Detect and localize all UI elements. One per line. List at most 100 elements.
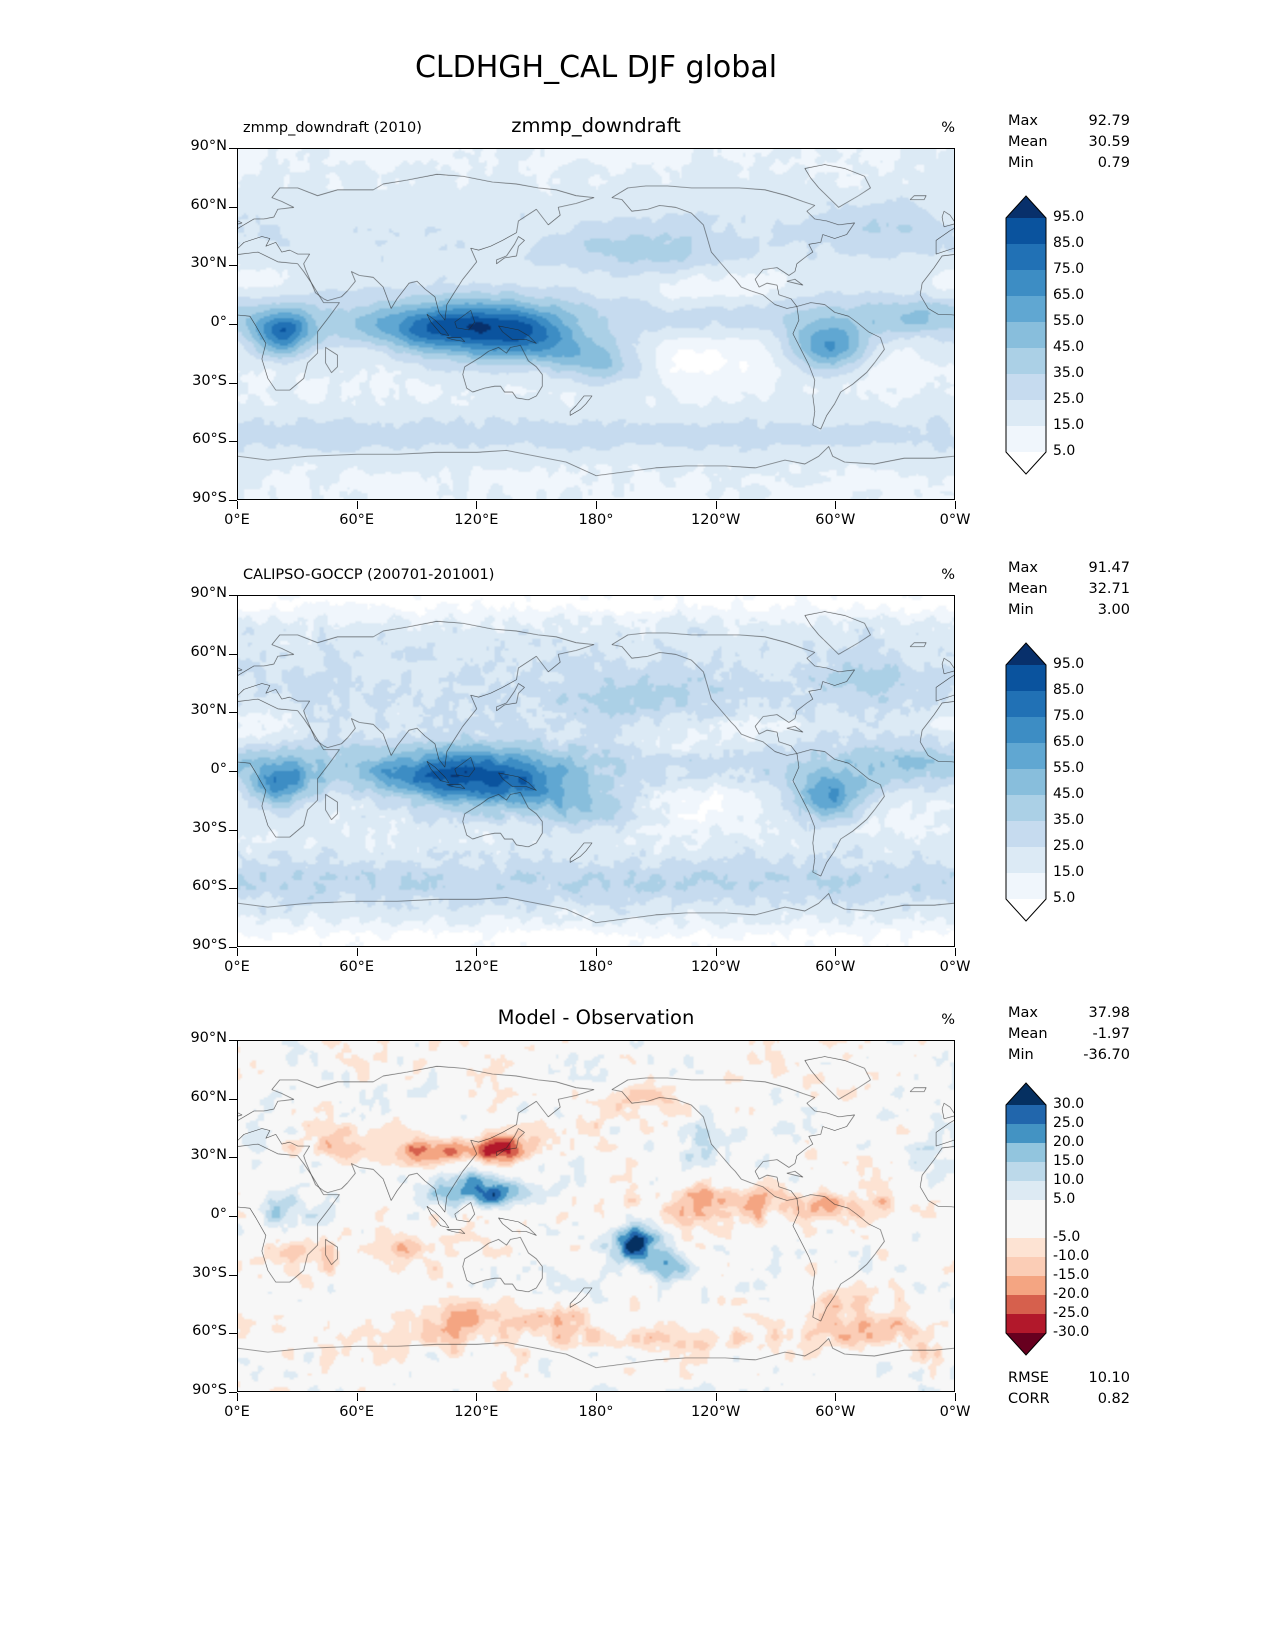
- y-axis-tick-label: 60°N: [190, 1088, 227, 1105]
- map-canvas-difference: [238, 1041, 954, 1391]
- y-axis-tick-mark: [229, 888, 237, 890]
- colorbar-extend-min: [1006, 899, 1046, 921]
- stat-value: -1.97: [1092, 1026, 1130, 1042]
- colorbar-cell: [1006, 1200, 1046, 1238]
- colorbar-cell: [1006, 1295, 1046, 1314]
- x-axis-tick-label: 0°W: [939, 512, 971, 528]
- colorbar-tick-label: 85.0: [1053, 682, 1085, 698]
- colorbar-tick-label: -5.0: [1053, 1229, 1081, 1245]
- colorbar-cell: [1006, 296, 1046, 322]
- stat-label: Min: [1008, 602, 1034, 618]
- units-label: %: [941, 1012, 955, 1028]
- colorbar-cell: [1006, 691, 1046, 717]
- stat-value: 92.79: [1088, 113, 1130, 129]
- colorbar-extend-min: [1006, 1333, 1046, 1355]
- colorbar-tick-label: 30.0: [1053, 1096, 1085, 1112]
- colorbar-tick-label: 20.0: [1053, 1134, 1085, 1150]
- x-axis-tick-label: 60°E: [339, 959, 375, 975]
- y-axis-tick-mark: [229, 829, 237, 831]
- y-axis-tick-label: 90°S: [192, 937, 227, 953]
- x-axis-tick-mark: [596, 948, 597, 956]
- y-axis-tick-label: 30°N: [190, 255, 227, 272]
- y-axis-tick-mark: [229, 712, 237, 714]
- stat-label: Max: [1008, 113, 1038, 129]
- colorbar-cell: [1006, 873, 1046, 899]
- x-axis-tick-label: 180°: [578, 1404, 614, 1420]
- x-axis-tick-mark: [237, 501, 238, 509]
- colorbar-extend-max: [1006, 1083, 1046, 1105]
- colorbar-cell: [1006, 218, 1046, 244]
- y-axis-tick-mark: [229, 382, 237, 384]
- colorbar-tick-label: 10.0: [1053, 1172, 1085, 1188]
- x-axis-tick-mark: [476, 948, 478, 956]
- x-axis-tick-mark: [715, 948, 717, 956]
- colorbar-extend-min: [1006, 452, 1046, 474]
- x-axis-tick-label: 120°E: [454, 512, 499, 528]
- colorbar-outline: [1005, 642, 1047, 922]
- y-axis-tick-label: 60°N: [190, 196, 227, 213]
- metric-value: 10.10: [1088, 1370, 1130, 1386]
- colorbar-cell: [1006, 769, 1046, 795]
- colorbar-cell: [1006, 1181, 1046, 1200]
- colorbar-tick-label: 95.0: [1053, 209, 1085, 225]
- stat-value: 30.59: [1088, 134, 1130, 150]
- y-axis-tick-mark: [229, 595, 237, 596]
- colorbar-cell: [1006, 743, 1046, 769]
- x-axis-tick-mark: [955, 1393, 956, 1401]
- y-axis-tick-label: 90°N: [190, 138, 227, 154]
- x-axis-tick-mark: [955, 948, 956, 956]
- y-axis-tick-mark: [229, 947, 237, 948]
- y-axis-tick-mark: [229, 500, 237, 501]
- colorbar-tick-label: 45.0: [1053, 786, 1085, 802]
- colorbar: [1005, 642, 1047, 922]
- colorbar-tick-label: 15.0: [1053, 1153, 1085, 1169]
- colorbar-cell: [1006, 374, 1046, 400]
- stat-label: Mean: [1008, 1026, 1048, 1042]
- x-axis-tick-mark: [715, 1393, 717, 1401]
- x-axis-tick-mark: [715, 501, 717, 509]
- colorbar-cell: [1006, 665, 1046, 691]
- x-axis-tick-label: 60°E: [339, 512, 375, 528]
- panel-center-title: Model - Observation: [497, 1006, 695, 1029]
- colorbar: [1005, 1082, 1047, 1356]
- x-axis-tick-label: 0°W: [939, 959, 971, 975]
- stat-value: 91.47: [1088, 560, 1130, 576]
- y-axis-tick-label: 30°N: [190, 1147, 227, 1164]
- stat-label: Max: [1008, 560, 1038, 576]
- x-axis-tick-mark: [356, 948, 358, 956]
- colorbar-tick-label: -25.0: [1053, 1305, 1090, 1321]
- panel-center-title: zmmp_downdraft: [511, 114, 681, 137]
- colorbar-cell: [1006, 847, 1046, 873]
- metric-label: RMSE: [1008, 1370, 1049, 1386]
- panel-left-title: zmmp_downdraft (2010): [243, 120, 422, 136]
- colorbar-cell: [1006, 426, 1046, 452]
- y-axis-tick-mark: [229, 1274, 237, 1276]
- x-axis-tick-label: 120°E: [454, 1404, 499, 1420]
- map-plot-observation: [237, 595, 955, 947]
- colorbar-cell: [1006, 1105, 1046, 1124]
- y-axis-tick-mark: [229, 1098, 237, 1100]
- colorbar-cell: [1006, 717, 1046, 743]
- x-axis-tick-mark: [835, 501, 837, 509]
- stat-value: 32.71: [1088, 581, 1130, 597]
- y-axis-tick-label: 90°S: [192, 490, 227, 506]
- colorbar-cell: [1006, 1238, 1046, 1257]
- x-axis-tick-label: 120°E: [454, 959, 499, 975]
- colorbar-tick-label: -30.0: [1053, 1324, 1090, 1340]
- stat-label: Max: [1008, 1005, 1038, 1021]
- colorbar-tick-label: 25.0: [1053, 1115, 1085, 1131]
- y-axis-tick-label: 90°S: [192, 1382, 227, 1398]
- colorbar-tick-label: 15.0: [1053, 864, 1085, 880]
- colorbar-tick-label: 35.0: [1053, 365, 1085, 381]
- y-axis-tick-mark: [229, 1216, 237, 1217]
- stat-label: Min: [1008, 1047, 1034, 1063]
- metric-value: 0.82: [1097, 1391, 1130, 1407]
- x-axis-tick-label: 0°E: [224, 512, 250, 528]
- x-axis-tick-label: 60°W: [815, 1404, 856, 1420]
- colorbar-tick-label: -10.0: [1053, 1248, 1090, 1264]
- colorbar-cell: [1006, 1162, 1046, 1181]
- y-axis-tick-mark: [229, 1157, 237, 1159]
- colorbar-tick-label: 75.0: [1053, 708, 1085, 724]
- colorbar-tick-label: 5.0: [1053, 1191, 1076, 1207]
